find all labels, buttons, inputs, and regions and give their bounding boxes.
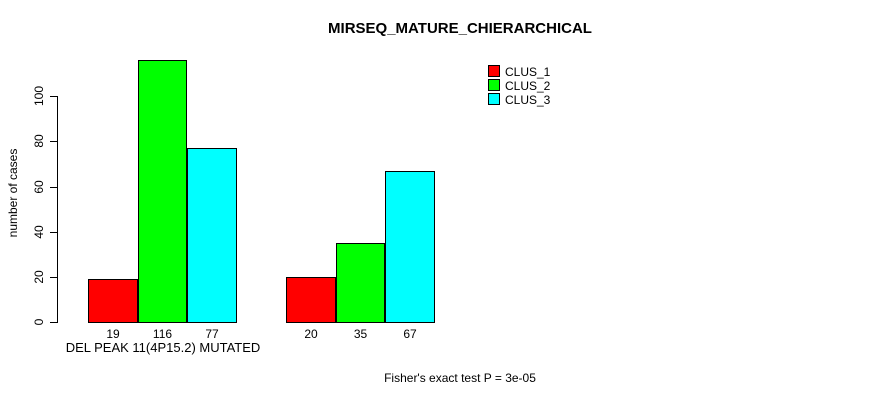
x-axis-group-label: DEL PEAK 11(4P15.2) MUTATED (65, 340, 261, 355)
bar-clus_1-group1 (88, 279, 138, 323)
bar-value-label: 20 (304, 327, 318, 341)
legend-label-clus_1: CLUS_1 (505, 65, 551, 79)
legend-swatch-clus_3 (488, 93, 500, 105)
y-tick-label: 60 (32, 180, 46, 194)
y-tick-label: 40 (32, 225, 46, 239)
y-tick (50, 322, 57, 323)
y-tick-label: 100 (32, 85, 46, 107)
y-tick (50, 232, 57, 233)
legend-swatch-clus_2 (488, 79, 500, 91)
chart-title: MIRSEQ_MATURE_CHIERARCHICAL (328, 20, 592, 37)
y-tick (50, 96, 57, 97)
bar-clus_2-group1 (138, 60, 187, 323)
bar-value-label: 67 (403, 327, 417, 341)
bar-value-label: 19 (106, 327, 120, 341)
y-axis-line (57, 96, 58, 324)
bar-clus_2-group2 (336, 243, 385, 323)
bar-value-label: 77 (205, 327, 219, 341)
legend-label-clus_2: CLUS_2 (505, 79, 551, 93)
y-axis-title: number of cases (6, 148, 20, 238)
bar-value-label: 116 (152, 327, 173, 341)
bar-clus_3-group2 (385, 171, 435, 323)
y-tick-label: 0 (32, 318, 46, 326)
bar-value-label: 35 (353, 327, 368, 341)
y-tick (50, 277, 57, 278)
bar-clus_1-group2 (286, 277, 336, 323)
legend-swatch-clus_1 (488, 65, 500, 77)
y-tick-label: 80 (32, 134, 46, 148)
legend-label-clus_3: CLUS_3 (505, 93, 551, 107)
stat-test-caption: Fisher's exact test P = 3e-05 (384, 371, 536, 385)
y-tick-label: 20 (32, 270, 46, 284)
y-tick (50, 141, 57, 142)
bar-clus_3-group1 (187, 148, 237, 323)
y-tick (50, 187, 57, 188)
